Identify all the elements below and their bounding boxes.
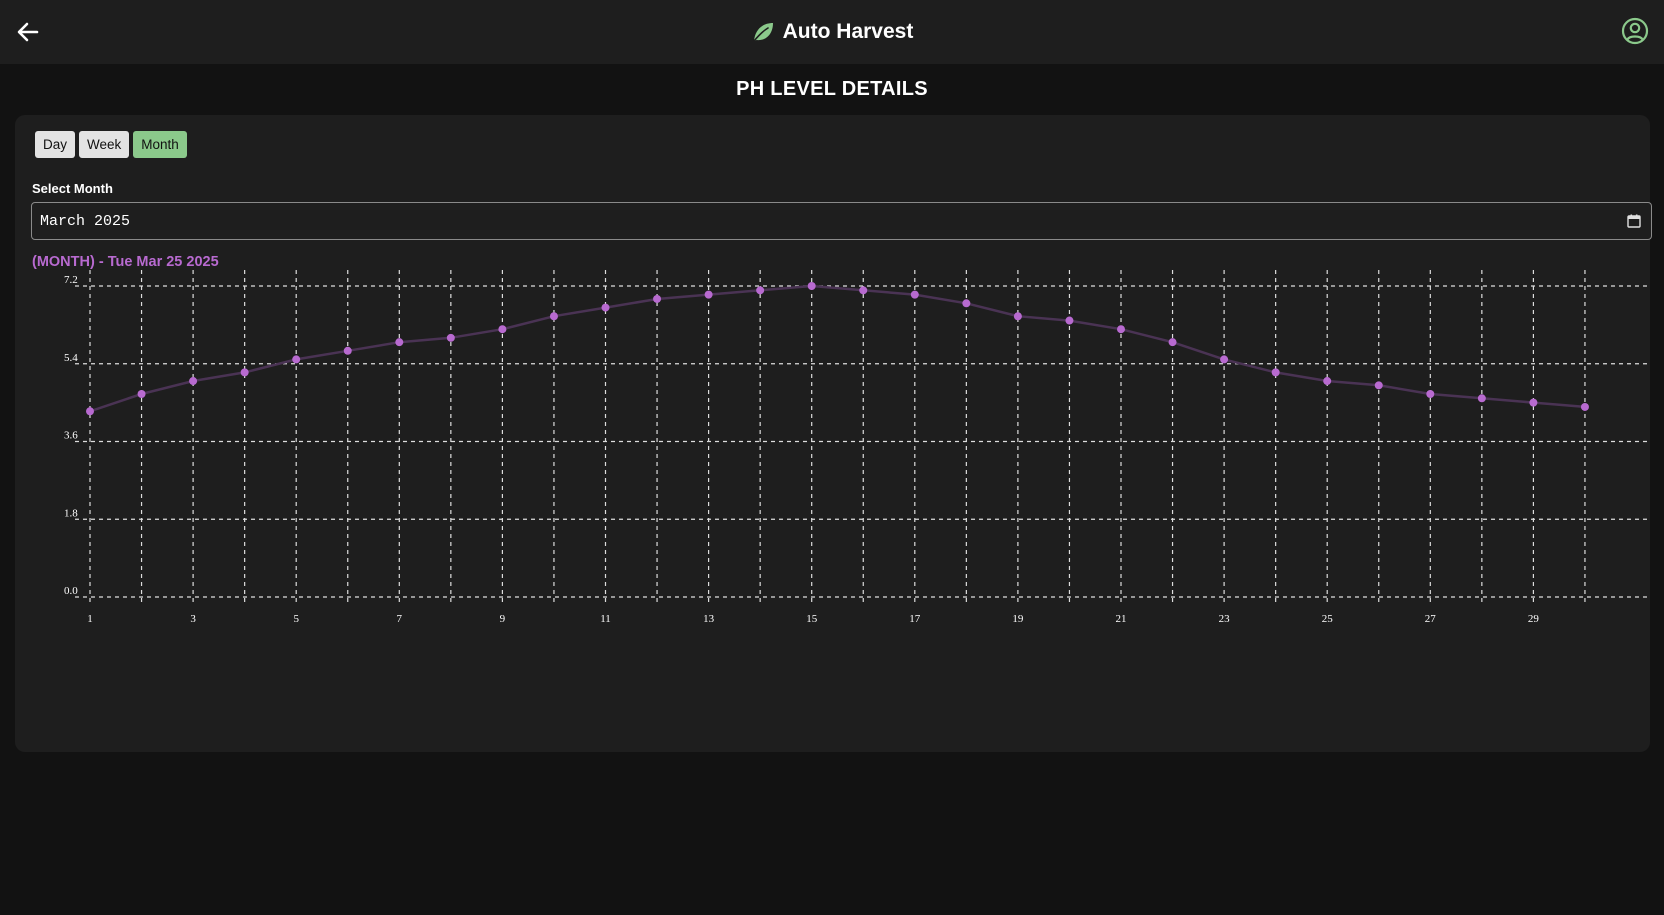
user-circle-icon (1621, 17, 1649, 45)
x-tick-label: 23 (1219, 613, 1231, 625)
data-point[interactable] (653, 294, 662, 303)
x-tick-label: 17 (909, 613, 921, 625)
chart-grid (75, 270, 1650, 602)
x-tick-label: 25 (1322, 613, 1334, 625)
data-point[interactable] (1323, 377, 1332, 386)
data-point[interactable] (137, 389, 146, 398)
x-tick-label: 3 (190, 613, 196, 625)
month-button[interactable]: Month (133, 131, 187, 158)
data-point[interactable] (240, 368, 249, 377)
data-point[interactable] (1168, 338, 1177, 347)
range-buttons: Day Week Month (35, 131, 187, 158)
data-point[interactable] (704, 290, 713, 299)
data-point[interactable] (1271, 368, 1280, 377)
x-tick-label: 13 (703, 613, 715, 625)
data-point[interactable] (292, 355, 301, 364)
day-button[interactable]: Day (35, 131, 76, 158)
data-point[interactable] (1117, 325, 1125, 334)
data-point[interactable] (1374, 381, 1383, 390)
data-point[interactable] (86, 407, 94, 416)
data-point[interactable] (446, 333, 455, 342)
profile-button[interactable] (1620, 16, 1650, 46)
data-point[interactable] (189, 377, 198, 386)
data-point[interactable] (1220, 355, 1229, 364)
x-tick-label: 7 (397, 613, 403, 625)
top-bar: Auto Harvest (0, 0, 1664, 64)
x-axis-ticks: 1 3 5 7 9 11 13 15 17 19 21 23 25 27 29 (87, 613, 1539, 625)
data-point[interactable] (1013, 312, 1022, 321)
x-tick-label: 19 (1012, 613, 1024, 625)
series-line (89, 284, 1586, 413)
brand: Auto Harvest (751, 20, 914, 44)
x-tick-label: 21 (1116, 613, 1127, 625)
y-tick-label: 0.0 (64, 585, 78, 597)
data-point[interactable] (1580, 402, 1589, 411)
data-point[interactable] (807, 282, 816, 290)
x-tick-label: 9 (500, 613, 506, 625)
data-point[interactable] (343, 346, 352, 355)
month-input-value: March 2025 (40, 212, 131, 230)
x-tick-label: 5 (293, 613, 299, 625)
details-card: Day Week Month Select Month March 2025 (… (15, 115, 1652, 752)
data-point[interactable] (395, 338, 404, 347)
app-title: Auto Harvest (782, 20, 914, 43)
data-point[interactable] (1065, 316, 1074, 325)
page-title: PH LEVEL DETAILS (736, 78, 928, 100)
y-axis-ticks: 0.0 1.8 3.6 5.4 7.2 (64, 274, 78, 597)
leaf-icon (752, 23, 773, 42)
y-tick-label: 5.4 (64, 352, 78, 364)
back-button[interactable] (14, 18, 42, 46)
data-point[interactable] (1529, 398, 1538, 407)
x-tick-label: 29 (1528, 613, 1540, 625)
week-button[interactable]: Week (79, 131, 130, 158)
x-tick-label: 15 (806, 613, 818, 625)
data-point[interactable] (962, 299, 971, 308)
x-tick-label: 11 (600, 613, 611, 625)
data-point[interactable] (498, 325, 507, 334)
calendar-icon[interactable] (1627, 214, 1641, 228)
ph-line-chart: 0.01.83.65.47.2 1 3 5 7 9 11 13 15 17 19 21 23 25 27 2… (64, 270, 1650, 625)
data-point[interactable] (1477, 394, 1486, 403)
x-tick-label: 27 (1425, 613, 1437, 625)
data-points (86, 282, 1589, 416)
data-point[interactable] (549, 312, 558, 321)
y-tick-label: 1.8 (64, 507, 78, 519)
data-point[interactable] (910, 290, 919, 299)
chart-title: (MONTH) - Tue Mar 25 2025 (32, 254, 219, 270)
y-tick-label: 7.2 (64, 274, 78, 286)
data-point[interactable] (601, 303, 610, 312)
data-point[interactable] (859, 286, 868, 295)
data-point[interactable] (1426, 389, 1435, 398)
x-tick-label: 1 (87, 613, 93, 625)
data-point[interactable] (756, 286, 765, 295)
month-input[interactable]: March 2025 (31, 202, 1652, 240)
y-tick-label: 3.6 (64, 430, 78, 442)
select-month-label: Select Month (32, 181, 113, 196)
arrow-left-icon (17, 22, 39, 42)
